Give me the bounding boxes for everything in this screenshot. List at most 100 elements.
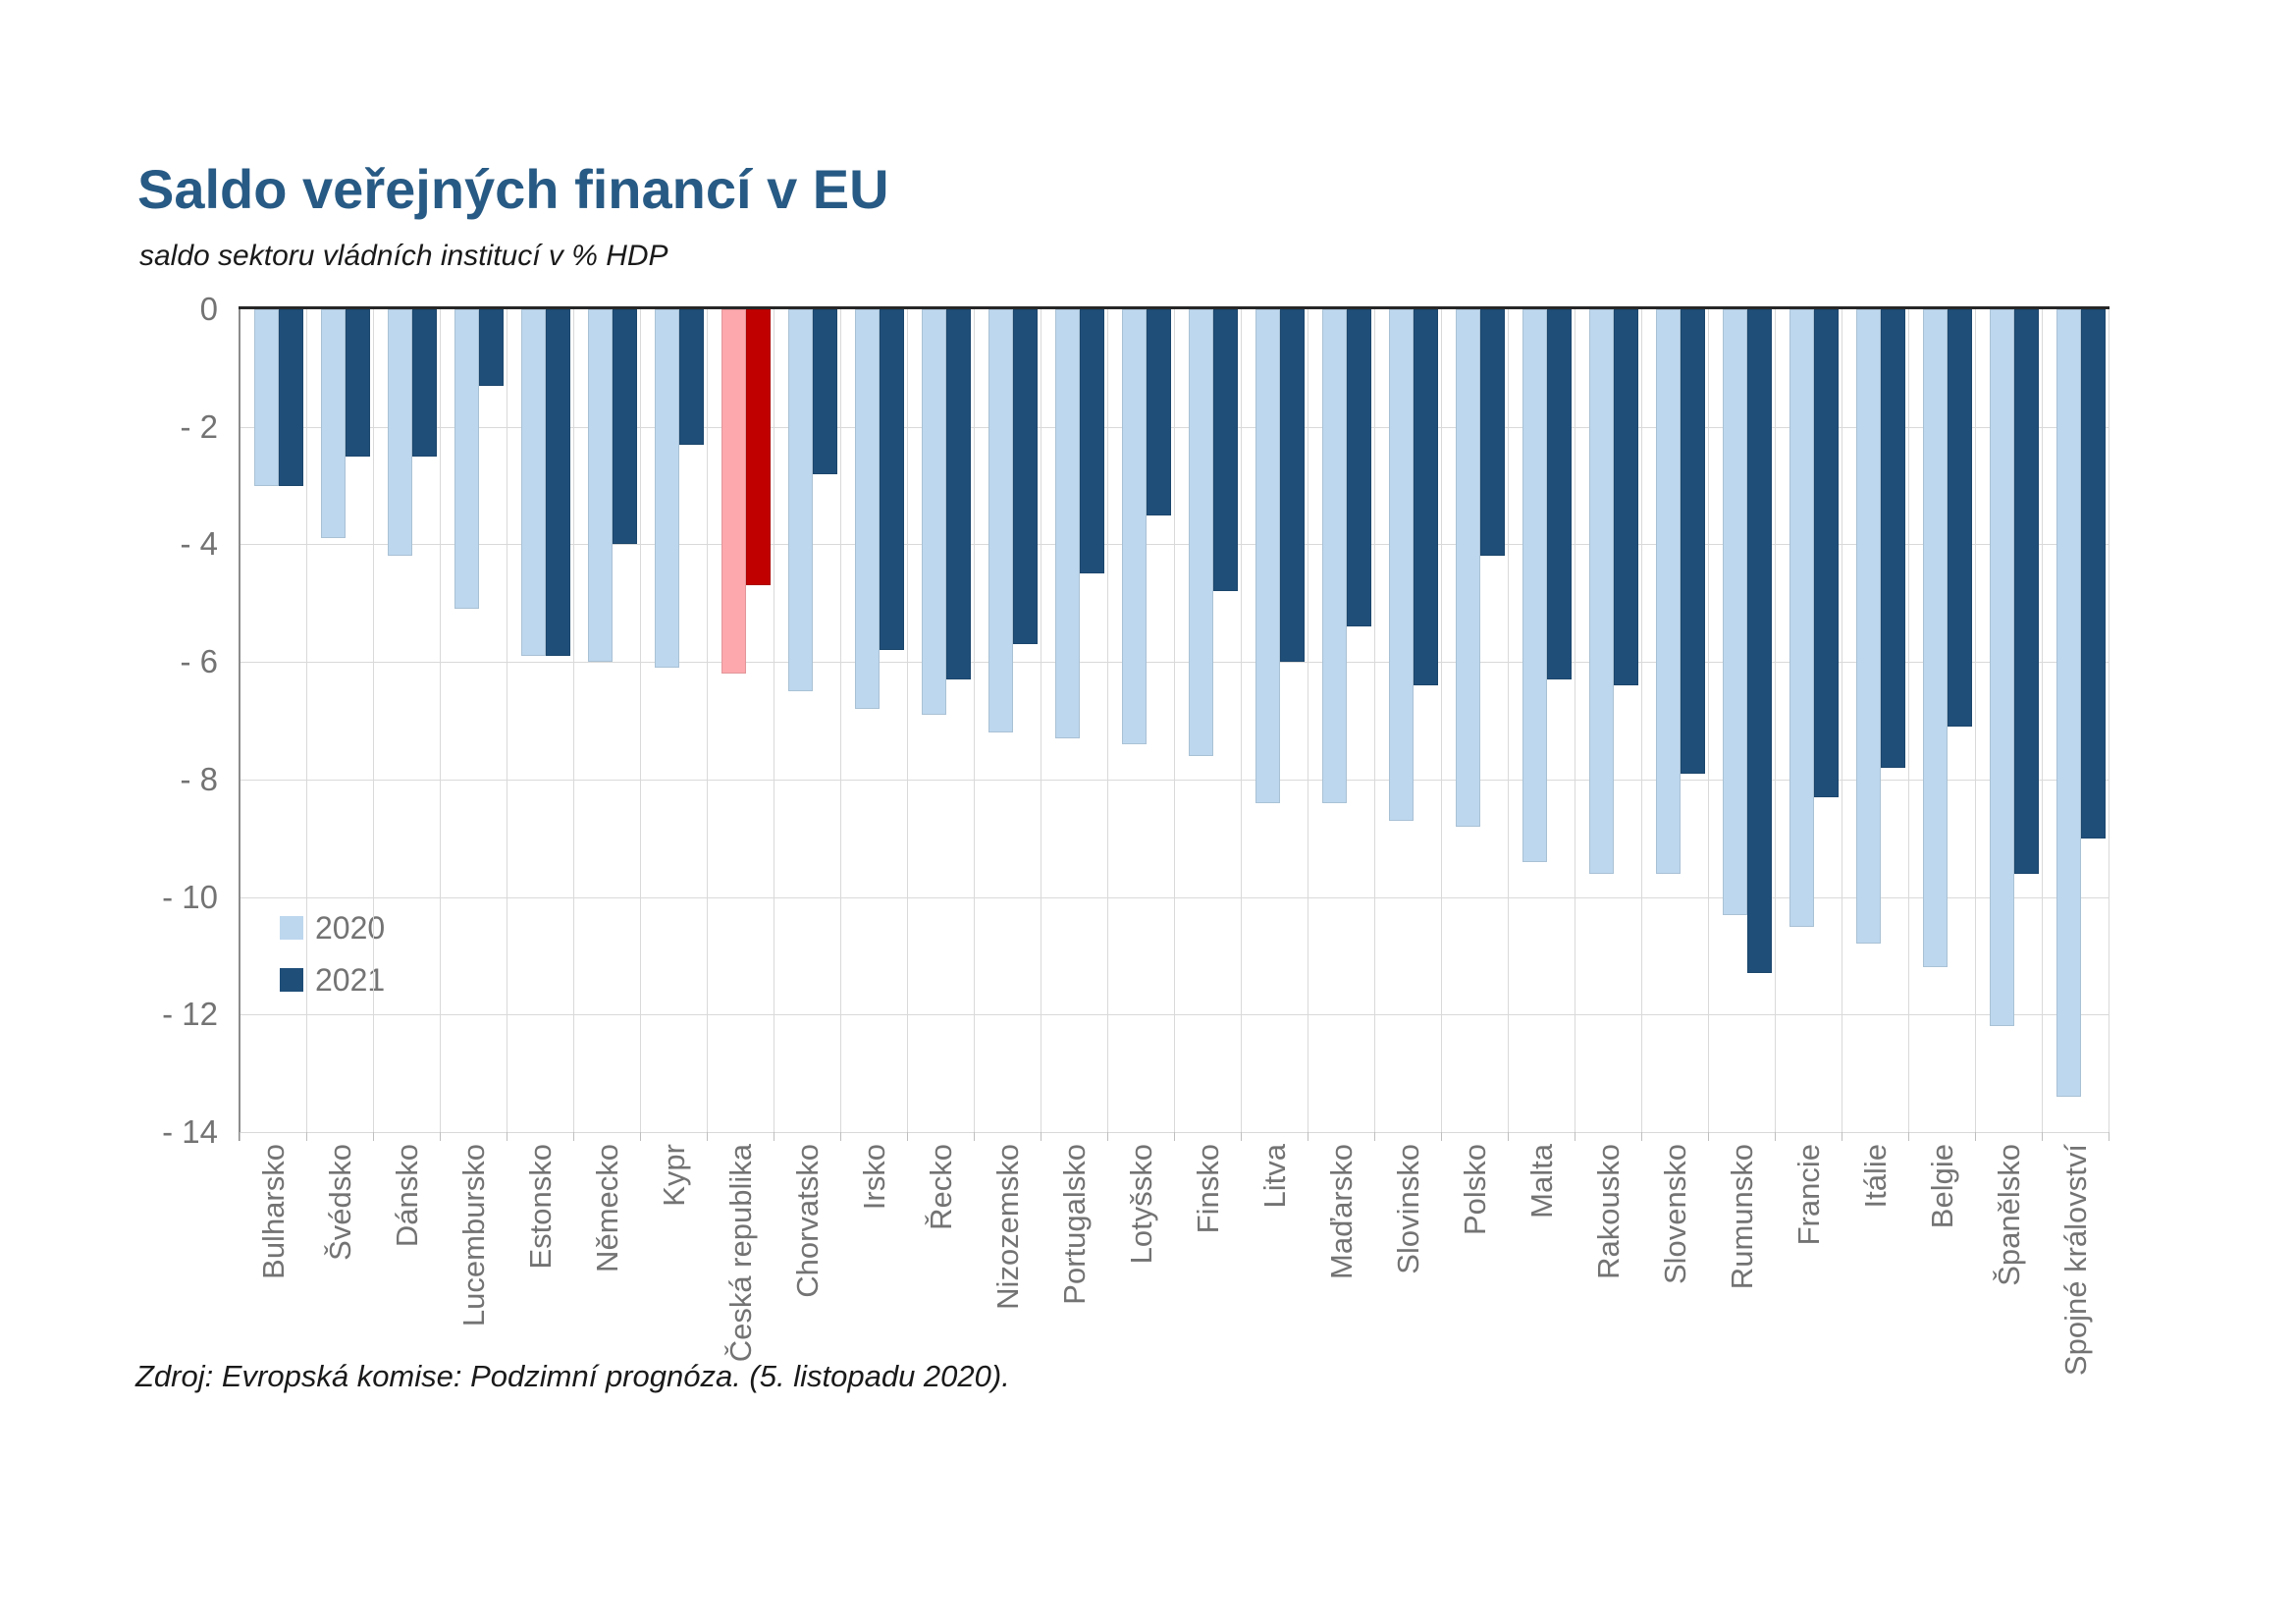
x-axis-label: Řecko [924,1144,958,1230]
vertical-gridline [707,309,708,1132]
x-axis-label: Německo [590,1144,624,1272]
bar-2021-rumunsko [1747,309,1772,974]
legend-label-2021: 2021 [315,961,386,998]
bar-2020-slovinsko [1389,309,1414,821]
x-axis-label: Portugalsko [1057,1144,1092,1305]
x-axis-label: Belgie [1925,1144,1959,1229]
y-axis-tick-label: - 2 [180,407,218,445]
x-axis-label: Maďarsko [1324,1144,1359,1279]
vertical-gridline [1441,309,1442,1132]
vertical-gridline [2042,309,2043,1132]
y-axis: 0 - 2 - 4 - 6 - 8 - 10 - 12 - 14 [0,291,218,1173]
vertical-gridline [1708,309,1709,1132]
bar-2021-litva [1280,309,1305,663]
zero-baseline [239,306,2109,309]
bar-2020-španělsko [1990,309,2014,1027]
vertical-gridline [1374,309,1375,1132]
vertical-gridline [1641,309,1642,1132]
x-axis-tick [1441,1132,1442,1141]
vertical-gridline [1975,309,1976,1132]
x-axis-label: Česká republika [723,1144,758,1363]
bar-2021-lucembursko [479,309,504,386]
legend: 2020 2021 [280,906,385,1010]
bar-2021-malta [1547,309,1572,680]
bar-2020-maďarsko [1322,309,1347,803]
bar-2020-česká-republika [721,309,746,675]
vertical-gridline [1908,309,1909,1132]
bar-2021-německo [613,309,637,545]
horizontal-gridline [240,662,2109,664]
chart-title: Saldo veřejných financí v EU [137,158,889,220]
x-axis-label: Irsko [857,1144,891,1211]
bar-2020-nizozemsko [988,309,1013,732]
x-axis-label: Bulharsko [256,1144,291,1279]
bar-2020-chorvatsko [788,309,813,692]
x-axis-label: Itálie [1858,1144,1893,1209]
x-axis-tick [974,1132,975,1141]
x-axis-label: Francie [1791,1144,1826,1246]
x-axis-label: Lotyšsko [1124,1144,1158,1265]
x-axis-tick [1241,1132,1242,1141]
source-note: Zdroj: Evropská komise: Podzimní prognóz… [135,1359,1010,1393]
x-axis-tick [573,1132,574,1141]
x-axis-tick [640,1132,641,1141]
bar-2021-itálie [1881,309,1905,768]
x-axis-tick [2042,1132,2043,1141]
y-axis-line [239,309,240,1141]
horizontal-gridline [240,1132,2109,1133]
horizontal-gridline [240,426,2109,428]
legend-item-2020: 2020 [280,906,385,949]
plot-area: 2020 2021 [239,306,2109,1141]
bar-2020-francie [1789,309,1814,927]
y-axis-tick-label: - 4 [180,525,218,563]
x-axis-label: Malta [1524,1144,1559,1218]
x-axis-tick [373,1132,374,1141]
vertical-gridline [440,309,441,1132]
x-axis-labels: Bulharsko Švédsko Dánsko Lucembursko Estonsk… [240,1144,2109,1468]
horizontal-gridline [240,1014,2109,1016]
x-axis-tick [1641,1132,1642,1141]
bar-2021-lotyšsko [1147,309,1171,515]
bar-2021-bulharsko [279,309,303,486]
bar-2020-litva [1255,309,1280,803]
legend-swatch-2021 [280,968,303,992]
x-axis-label: Lucembursko [456,1144,491,1327]
bar-2020-portugalsko [1055,309,1080,738]
bar-2021-portugalsko [1080,309,1104,574]
x-axis-tick [1975,1132,1976,1141]
x-axis-tick [1374,1132,1375,1141]
x-axis-tick [840,1132,841,1141]
vertical-gridline [1775,309,1776,1132]
y-axis-tick-label: 0 [199,291,218,327]
x-axis-label: Spojné království [2058,1144,2093,1377]
bar-2021-maďarsko [1347,309,1371,627]
x-axis-label: Nizozemsko [990,1144,1025,1310]
bar-2021-chorvatsko [813,309,837,474]
y-axis-tick-label: - 12 [162,996,218,1033]
x-axis-label: Slovinsko [1391,1144,1425,1274]
bar-2021-švédsko [346,309,370,457]
bar-2021-francie [1814,309,1839,797]
x-axis-label: Chorvatsko [790,1144,825,1298]
bar-2021-česká-republika [746,309,771,586]
vertical-gridline [840,309,841,1132]
x-axis-label: Rumunsko [1725,1144,1759,1290]
vertical-gridline [1241,309,1242,1132]
bar-2020-rumunsko [1723,309,1747,915]
vertical-gridline [373,309,374,1132]
x-axis-label: Dánsko [390,1144,424,1248]
x-axis-label: Polsko [1458,1144,1492,1236]
x-axis-tick [907,1132,908,1141]
bar-2020-lucembursko [454,309,479,610]
bar-2021-finsko [1213,309,1238,592]
bar-2020-irsko [855,309,880,710]
bar-2020-dánsko [388,309,412,557]
bar-2021-irsko [880,309,904,651]
x-axis-label: Kypr [657,1144,691,1207]
bar-2020-polsko [1456,309,1480,827]
bar-2020-kypr [655,309,679,669]
x-axis-tick [1174,1132,1175,1141]
bar-2020-německo [588,309,613,663]
x-axis-label: Estonsko [523,1144,558,1270]
vertical-gridline [1174,309,1175,1132]
